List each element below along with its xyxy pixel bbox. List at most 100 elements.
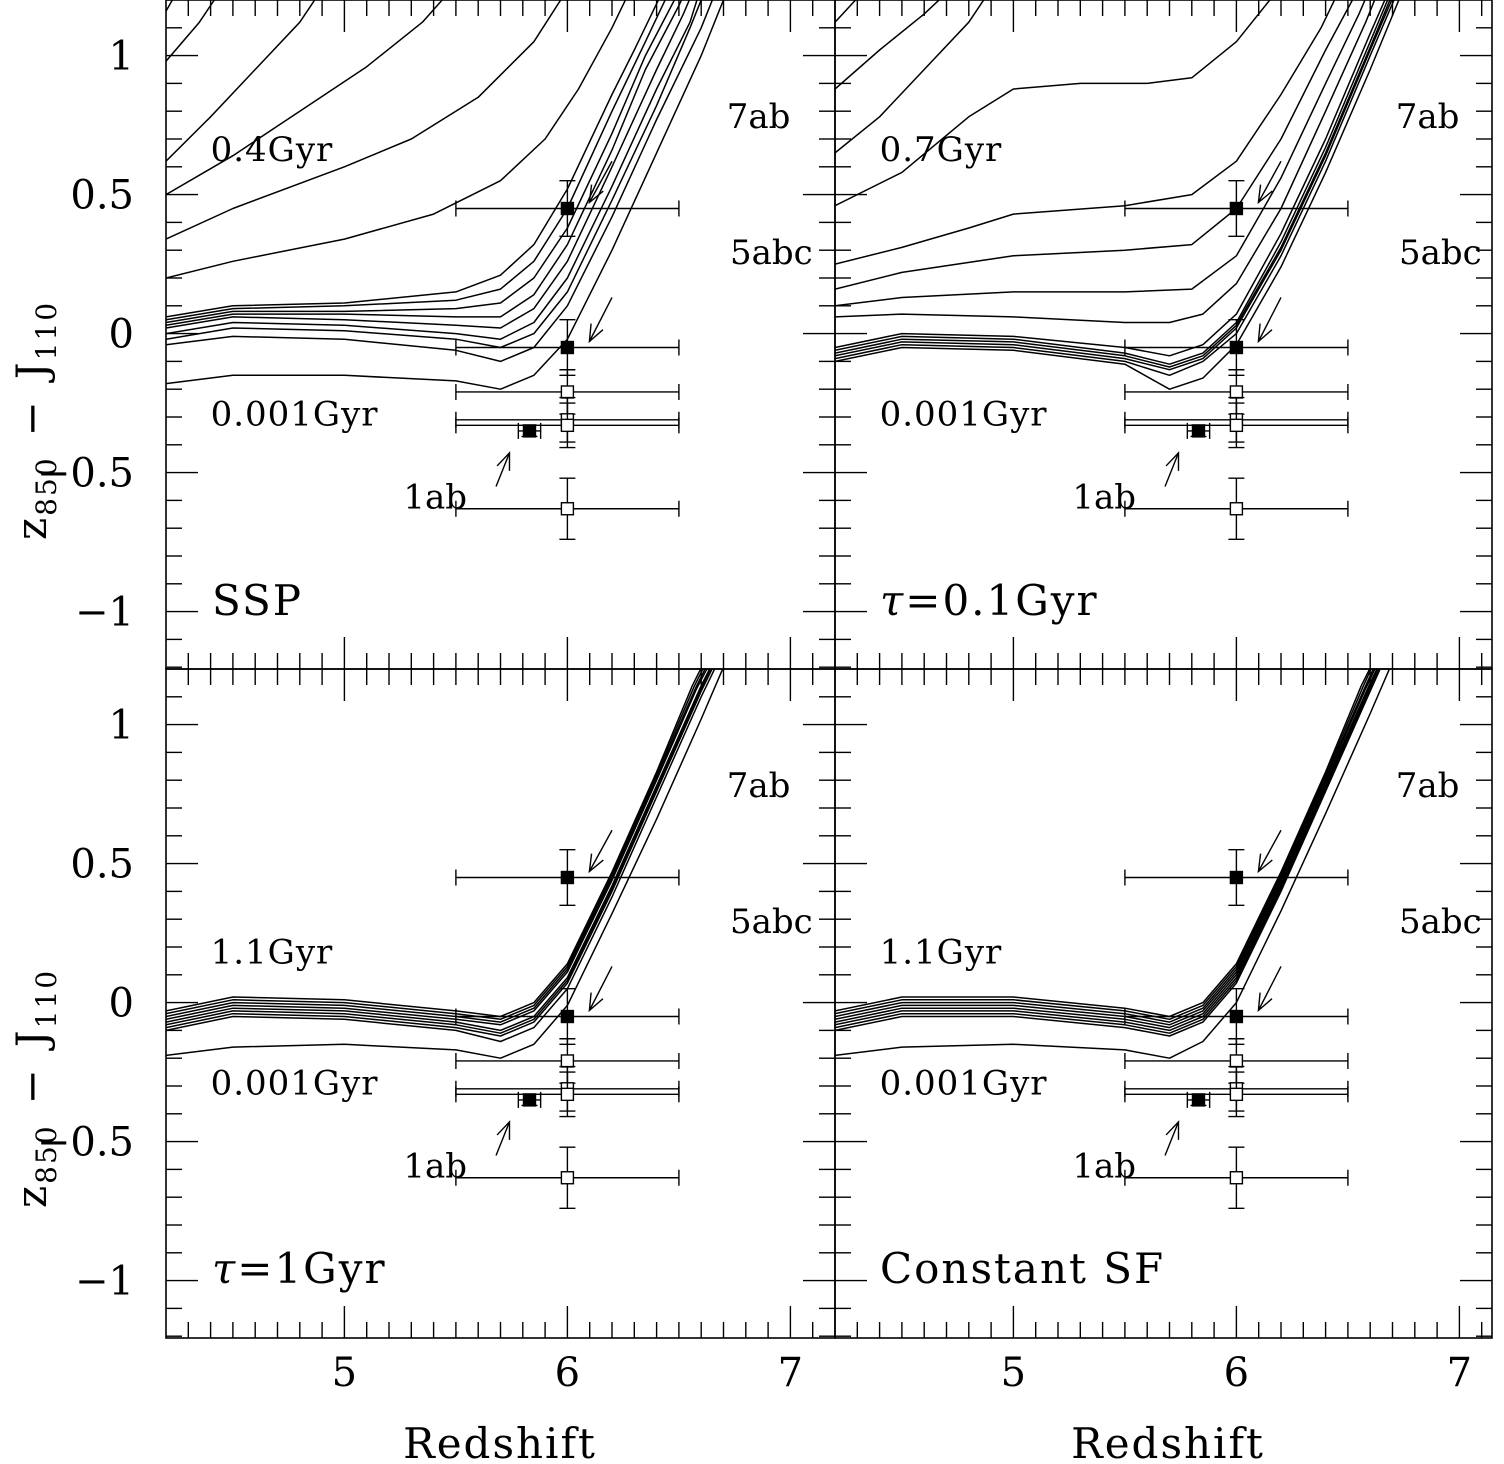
x-tick-label: 6	[555, 1350, 580, 1396]
arrowhead-1ab	[1165, 1120, 1180, 1140]
model-track-1p1gyr	[835, 669, 1371, 1018]
annotation-label-7ab: 7ab	[1396, 97, 1460, 137]
arrowhead-5abc	[1257, 992, 1273, 1013]
arrowhead-1ab	[496, 451, 511, 471]
data-point-open-a	[560, 1054, 575, 1068]
data-point-5abc	[560, 340, 575, 355]
arrowhead-5abc	[588, 992, 604, 1013]
x-axis-title-left: Redshift	[403, 1419, 597, 1464]
age-label: 0.001Gyr	[880, 1063, 1048, 1103]
age-label: 1.1Gyr	[880, 933, 1003, 973]
data-point-7ab	[1229, 201, 1244, 216]
model-track-0p8gyr	[166, 669, 704, 1021]
y-axis-z-sub: 850	[30, 456, 63, 515]
axis-ticks	[835, 669, 1492, 1338]
model-track-0p5gyr	[835, 0, 1271, 207]
model-track-0p005gyr	[166, 0, 703, 349]
model-track-0p1gyr	[166, 669, 712, 1034]
arrowhead-1ab	[1165, 451, 1180, 471]
x-tick-label: 6	[1224, 1350, 1249, 1396]
y-axis-z: z	[7, 1184, 56, 1208]
age-label: 0.001Gyr	[880, 394, 1048, 434]
data-point-open-d	[560, 502, 575, 516]
y-tick-label: −0.5	[37, 451, 134, 497]
observations	[455, 179, 680, 541]
panel-label-ssp: SSP	[212, 576, 303, 625]
arrowhead-1ab	[496, 1120, 511, 1140]
panel-tau1: 1 0.5 0 −0.5 −1 5 6 7 1.1Gyr 0.001Gyr 7ab 5abc 1ab	[37, 668, 836, 1396]
y-axis-minus: −	[7, 399, 56, 436]
annotation-arrow-7ab	[588, 829, 613, 872]
y-axis-z-sub: 850	[30, 1124, 63, 1183]
age-label: 1.1Gyr	[211, 933, 334, 973]
model-track-0p9gyr	[835, 0, 941, 90]
model-track-0p005gyr	[835, 0, 1395, 377]
annotation-arrow-7ab	[588, 160, 613, 203]
age-label: 0.7Gyr	[880, 130, 1003, 170]
model-track-0p001gyr	[166, 0, 725, 390]
annotation-label-5abc: 5abc	[1399, 902, 1482, 942]
arrowhead-7ab	[588, 184, 604, 205]
model-track-0p2gyr	[835, 0, 1354, 290]
model-track-1gyr	[166, 0, 174, 12]
model-tracks	[835, 669, 1391, 1059]
annotation-label-1ab: 1ab	[1072, 478, 1136, 518]
annotation-arrow-7ab	[1257, 160, 1282, 203]
model-track-0p2gyr	[835, 669, 1378, 1029]
annotation-arrow-1ab	[1164, 1121, 1180, 1156]
age-label: 0.001Gyr	[211, 1063, 379, 1103]
model-tracks	[166, 669, 724, 1059]
model-track-0p8gyr	[835, 669, 1372, 1021]
arrowhead-7ab	[1257, 853, 1273, 874]
model-track-0p06gyr	[835, 0, 1386, 357]
data-point-open-d	[560, 1171, 575, 1185]
y-tick-label: 0	[109, 312, 134, 358]
data-point-7ab	[560, 201, 575, 216]
annotations: 7ab 5abc 1ab	[1072, 97, 1481, 518]
observations	[1124, 179, 1349, 541]
y-tick-label: −0.5	[37, 1120, 134, 1166]
data-point-open-c	[560, 418, 575, 433]
data-point-1ab	[522, 424, 537, 438]
panel-frame	[834, 668, 1493, 1339]
x-tick-label: 7	[778, 1350, 803, 1396]
data-point-7ab	[1229, 870, 1244, 885]
data-point-5abc	[560, 1009, 575, 1024]
annotation-arrow-1ab	[495, 452, 511, 487]
annotation-label-7ab: 7ab	[727, 766, 791, 806]
y-axis-title-top: z850 − J110	[7, 301, 63, 540]
model-track-0p8gyr	[166, 0, 216, 62]
model-track-0p04gyr	[835, 0, 1389, 365]
model-track-0p2gyr	[166, 0, 627, 279]
data-point-1ab	[1191, 424, 1206, 438]
y-axis-j: J	[7, 360, 56, 383]
y-axis-j-sub: 110	[30, 301, 63, 360]
model-track-0p4gyr	[835, 669, 1376, 1026]
annotation-arrow-5abc	[1257, 966, 1282, 1011]
annotation-label-5abc: 5abc	[730, 902, 813, 942]
data-point-open-d	[1229, 502, 1244, 516]
annotation-label-7ab: 7ab	[1396, 766, 1460, 806]
x-axis-title-right: Redshift	[1071, 1419, 1265, 1464]
annotation-label-7ab: 7ab	[727, 97, 791, 137]
age-label: 0.4Gyr	[211, 130, 334, 170]
data-point-open-d	[1229, 1171, 1244, 1185]
model-track-0p07gyr	[166, 0, 666, 321]
panel-label-tau01-text: =0.1Gyr	[905, 576, 1098, 625]
y-tick-label: 0.5	[70, 173, 134, 219]
y-axis-z: z	[7, 516, 56, 540]
model-track-1p1gyr	[835, 0, 857, 23]
model-tracks	[835, 0, 1400, 390]
annotations: 7ab 5abc 1ab	[1072, 766, 1481, 1187]
data-point-1ab	[1191, 1093, 1206, 1107]
annotation-label-1ab: 1ab	[1072, 1147, 1136, 1187]
panel-ssp: 1 0.5 0 −0.5 −1 0.4Gyr 0.001Gyr 7ab 5abc 1ab	[37, 0, 836, 670]
data-point-open-a	[560, 385, 575, 399]
data-point-open-a	[1229, 1054, 1244, 1068]
model-track-0p01gyr	[835, 0, 1393, 371]
model-track-0p6gyr	[166, 669, 706, 1023]
annotation-label-1ab: 1ab	[403, 1147, 467, 1187]
data-point-1ab	[522, 1093, 537, 1107]
annotation-arrow-5abc	[1257, 297, 1282, 342]
